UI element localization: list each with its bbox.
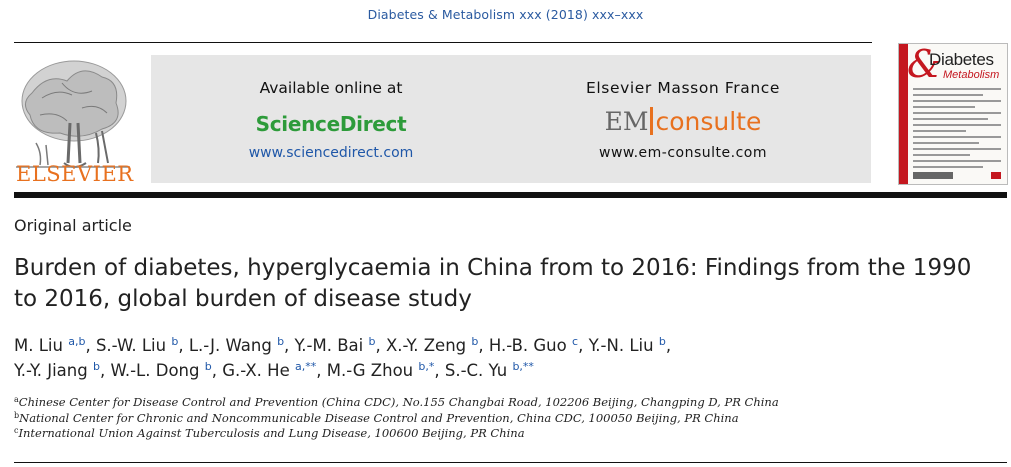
author-name[interactable]: L.-J. Wang <box>188 336 272 355</box>
affiliation-label: b <box>14 410 20 420</box>
sciencedirect-logo[interactable]: ScienceDirect <box>255 112 407 136</box>
author-affiliation-marker[interactable]: b <box>471 335 479 348</box>
affiliation-item: cInternational Union Against Tuberculosi… <box>14 426 1004 442</box>
author-name[interactable]: Y.-M. Bai <box>294 336 364 355</box>
author-affiliation-marker[interactable]: b <box>658 335 666 348</box>
affiliation-item: aChinese Center for Disease Control and … <box>14 395 1004 411</box>
author-name[interactable]: M. Liu <box>14 336 63 355</box>
consulte-logo-text: consulte <box>655 107 762 136</box>
header-divider-top <box>14 42 872 43</box>
affiliation-list: aChinese Center for Disease Control and … <box>14 395 1004 442</box>
author-list: M. Liu a,b, S.-W. Liu b, L.-J. Wang b, Y… <box>14 335 672 380</box>
author-name[interactable]: Y.-Y. Jiang <box>14 361 88 380</box>
author-affiliation-marker[interactable]: c <box>572 335 579 348</box>
available-online-label: Available online at <box>259 79 403 97</box>
cover-title-diabetes: Diabetes <box>929 50 994 69</box>
affiliation-item: bNational Center for Chronic and Noncomm… <box>14 411 1004 427</box>
author-affiliation-marker[interactable]: b,* <box>418 360 435 373</box>
author-name[interactable]: Y.-N. Liu <box>588 336 654 355</box>
journal-reference[interactable]: Diabetes & Metabolism xxx (2018) xxx–xxx <box>367 7 644 22</box>
cover-footer-mark <box>991 172 1001 179</box>
em-publisher-label: Elsevier Masson France <box>585 79 781 97</box>
cover-ampersand: & <box>907 43 941 86</box>
affiliation-text: National Center for Chronic and Noncommu… <box>19 410 739 425</box>
author-name[interactable]: M.-G Zhou <box>326 361 414 380</box>
header-divider-thick <box>14 192 1007 198</box>
affiliation-label: a <box>14 395 19 404</box>
article-title: Burden of diabetes, hyperglycaemia in Ch… <box>14 255 972 312</box>
journal-cover-thumbnail[interactable]: & Diabetes Metabolism <box>898 43 1008 185</box>
author-name[interactable]: S.-C. Yu <box>444 361 508 380</box>
author-name[interactable]: W.-L. Dong <box>110 361 200 380</box>
author-affiliation-marker[interactable]: b,** <box>512 360 534 373</box>
author-affiliation-marker[interactable]: b <box>204 360 212 373</box>
availability-banner: Available online at ScienceDirect www.sc… <box>151 55 871 183</box>
author-name[interactable]: H.-B. Guo <box>488 336 567 355</box>
affiliation-text: International Union Against Tuberculosis… <box>18 426 525 440</box>
footer-divider <box>14 462 1007 463</box>
sciencedirect-link[interactable]: www.sciencedirect.com <box>248 145 414 161</box>
cover-red-band <box>899 44 908 184</box>
elsevier-tree-logo <box>16 60 130 168</box>
cover-footer-logo <box>913 172 953 179</box>
author-name[interactable]: X.-Y. Zeng <box>385 336 467 355</box>
author-affiliation-marker[interactable]: b <box>277 335 285 348</box>
author-affiliation-marker[interactable]: b <box>171 335 179 348</box>
author-name[interactable]: S.-W. Liu <box>95 336 167 355</box>
author-affiliation-marker[interactable]: b <box>92 360 100 373</box>
cover-contents-lines <box>913 88 1001 172</box>
elsevier-wordmark: ELSEVIER <box>16 162 134 186</box>
author-affiliation-marker[interactable]: b <box>368 335 376 348</box>
em-logo-bar <box>650 107 654 135</box>
em-consulte-logo[interactable]: EM consulte <box>533 107 833 136</box>
author-affiliation-marker[interactable]: a,b <box>68 335 86 348</box>
author-name[interactable]: G.-X. He <box>222 361 290 380</box>
article-type: Original article <box>14 216 132 235</box>
em-consulte-link[interactable]: www.em-consulte.com <box>599 145 767 161</box>
em-logo-text: EM <box>604 107 649 136</box>
cover-title-metabolism: Metabolism <box>943 69 1000 81</box>
affiliation-text: Chinese Center for Disease Control and P… <box>18 395 779 409</box>
affiliation-label: c <box>14 426 19 435</box>
author-affiliation-marker[interactable]: a,** <box>294 360 317 373</box>
